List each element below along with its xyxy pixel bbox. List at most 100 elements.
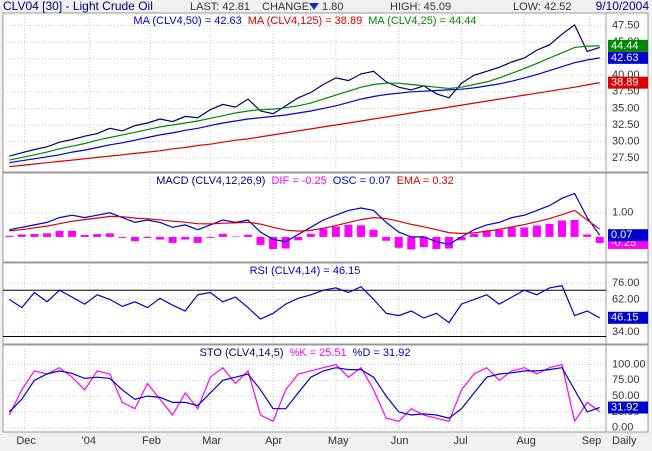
series-line: [9, 209, 601, 235]
down-arrow: [309, 3, 319, 10]
x-tick-label: Apr: [265, 435, 282, 447]
histogram-bar: [331, 226, 340, 237]
value-box-label: 42.63: [611, 52, 639, 64]
legend-entry: MACD (CLV4,12,26,9): [156, 175, 265, 187]
histogram-bar: [181, 236, 190, 240]
panel: [2, 262, 649, 345]
histogram-bar: [168, 236, 177, 243]
histogram-bar: [595, 236, 604, 243]
x-tick-label: Sep: [582, 435, 602, 447]
histogram-bar: [294, 236, 303, 241]
histogram-bar: [143, 236, 152, 239]
histogram-bar: [344, 224, 353, 237]
y-tick-label: 37.50: [612, 86, 640, 98]
x-tick-label: Aug: [516, 435, 536, 447]
low-price: LOW: 42.52: [513, 1, 572, 13]
histogram-bar: [17, 234, 26, 237]
series-line: [8, 284, 600, 324]
value-box-label: 38.89: [611, 77, 639, 89]
histogram-bar: [30, 234, 39, 237]
histogram-bar: [218, 233, 227, 237]
panel: [2, 12, 649, 173]
histogram-bar: [482, 230, 491, 237]
value-box: [608, 311, 648, 324]
value-box: [608, 401, 648, 414]
histogram-bar: [394, 236, 403, 248]
histogram-bar: [68, 230, 77, 237]
legend-entry: EMA = 0.32: [397, 175, 454, 187]
x-tick-label: '04: [82, 435, 96, 447]
x-axis-label: Daily: [612, 435, 637, 447]
legend-entry: MA (CLV4,50) = 42.63: [133, 15, 241, 27]
value-box-label: 0.07: [611, 229, 632, 241]
legend-entry: MA (CLV4,125) = 38.89: [248, 15, 362, 27]
y-tick-label: 35.00: [612, 102, 640, 114]
histogram-bar: [470, 233, 479, 237]
histogram-bar: [583, 234, 592, 237]
x-tick-label: Mar: [202, 435, 221, 447]
histogram-bar: [5, 235, 14, 237]
histogram-bar: [407, 236, 416, 250]
legend-entry: OSC = 0.07: [333, 175, 391, 187]
histogram-bar: [206, 236, 215, 238]
x-tick-label: Jul: [454, 435, 468, 447]
histogram-bar: [243, 234, 252, 237]
y-tick-label: 32.50: [612, 119, 640, 131]
y-tick-label: 100.00: [612, 358, 646, 370]
histogram-bar: [532, 225, 541, 237]
y-tick-label: 76.00: [612, 277, 640, 289]
histogram-bar: [382, 236, 391, 241]
value-box-label: 31.92: [611, 401, 639, 413]
histogram-bar: [357, 225, 366, 237]
value-box-label: 46.15: [611, 312, 639, 324]
high-price: HIGH: 45.09: [390, 1, 451, 13]
histogram-bar: [319, 228, 328, 237]
change-label: CHANGE:: [262, 1, 312, 13]
series-line: [9, 82, 600, 168]
date: 9/10/2004: [596, 0, 650, 13]
x-tick-label: Dec: [16, 435, 36, 447]
histogram-bar: [369, 229, 378, 237]
histogram-bar: [419, 236, 428, 248]
change-value: 1.80: [322, 1, 343, 13]
value-box: [608, 39, 648, 52]
histogram-bar: [256, 236, 265, 245]
series-line: [8, 363, 601, 423]
y-tick-label: 62.00: [612, 293, 640, 305]
histogram-bar: [495, 229, 504, 237]
panel: [2, 344, 649, 433]
y-tick-label: 34.00: [612, 326, 640, 338]
value-box-label: 44.44: [611, 40, 639, 52]
histogram-bar: [570, 220, 579, 237]
y-tick-label: 75.00: [612, 374, 640, 386]
value-box: [608, 229, 648, 242]
panel: [2, 172, 649, 263]
legend-entry: MA (CLV4,25) = 44.44: [368, 15, 476, 27]
value-box: [608, 76, 648, 89]
x-tick-label: May: [328, 435, 349, 447]
histogram-bar: [156, 236, 165, 240]
y-tick-label: 30.00: [612, 135, 640, 147]
legend-entry: STO (CLV4,14,5): [200, 347, 284, 359]
x-tick-label: Jun: [391, 435, 409, 447]
y-tick-label: 1.00: [612, 207, 633, 219]
y-tick-label: 47.50: [612, 19, 640, 31]
legend-entry: %D = 31.92: [353, 347, 411, 359]
legend-entry: %K = 25.51: [289, 347, 346, 359]
histogram-bar: [520, 227, 529, 237]
y-tick-label: 50.00: [612, 390, 640, 402]
histogram-bar: [80, 234, 89, 237]
histogram-bar: [269, 236, 278, 249]
instrument-title: CLV04 [30] - Light Crude Oil: [3, 0, 153, 13]
y-tick-label: 27.50: [612, 152, 640, 164]
histogram-bar: [231, 236, 240, 237]
series-line: [9, 57, 600, 164]
legend-entry: DIF = -0.25: [271, 175, 326, 187]
histogram-bar: [118, 236, 127, 238]
histogram-bar: [545, 223, 554, 237]
histogram-bar: [55, 230, 64, 237]
histogram-bar: [457, 236, 466, 241]
histogram-bar: [507, 227, 516, 237]
histogram-bar: [444, 236, 453, 249]
